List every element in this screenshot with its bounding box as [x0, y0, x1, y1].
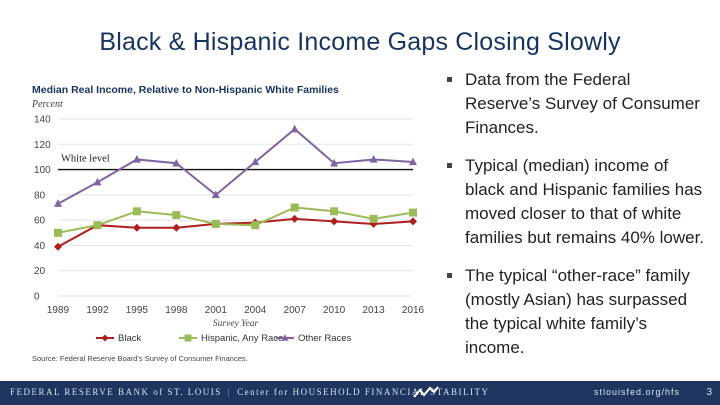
- series-point: [172, 223, 181, 232]
- x-tick-label: 2004: [244, 305, 267, 316]
- x-tick-label: 1989: [47, 305, 70, 316]
- series-point: [330, 217, 339, 226]
- chart-title: Median Real Income, Relative to Non-Hisp…: [32, 84, 339, 96]
- series-point: [409, 208, 417, 217]
- legend-label: Black: [118, 333, 141, 344]
- series-point: [290, 203, 299, 212]
- series-point: [132, 223, 141, 232]
- square-bullet-icon: [447, 77, 452, 82]
- series-point: [172, 211, 181, 220]
- x-tick-label: 1992: [86, 305, 109, 316]
- series-point: [54, 199, 62, 207]
- y-tick-label: 60: [34, 216, 46, 227]
- series-line: [57, 127, 414, 205]
- white-level-label: White level: [61, 154, 110, 165]
- series-point: [330, 158, 339, 167]
- footer-url[interactable]: stlouisfed.org/hfs: [593, 387, 680, 397]
- series-point: [369, 214, 378, 223]
- series-point: [211, 190, 220, 199]
- bullet-item: Data from the Federal Reserve’s Survey o…: [445, 68, 705, 140]
- series-point: [172, 158, 181, 167]
- series-point: [369, 155, 378, 163]
- legend-label: Other Races: [298, 333, 352, 344]
- bullet-text: The typical “other-race” family (mostly …: [465, 266, 690, 357]
- series-point: [132, 207, 141, 216]
- x-tick-label: 2013: [362, 305, 385, 316]
- x-tick-label: 2001: [205, 305, 228, 316]
- y-tick-label: 40: [34, 241, 46, 252]
- y-tick-label: 80: [34, 190, 46, 201]
- y-tick-label: 100: [34, 165, 51, 176]
- series-point: [409, 217, 417, 226]
- chart-source-note: Source: Federal Reserve Board's Survey o…: [32, 354, 248, 363]
- series-point: [132, 155, 141, 163]
- bullet-text: Data from the Federal Reserve’s Survey o…: [465, 70, 700, 137]
- y-tick-label: 0: [34, 292, 40, 303]
- y-tick-label: 20: [34, 266, 46, 277]
- series-point: [184, 334, 192, 342]
- bullet-item: The typical “other-race” family (mostly …: [445, 264, 705, 360]
- chart-plot: 0 20 40 60 80 100 120 140 1989 1992 1995 1998 2001 20…: [34, 115, 425, 345]
- footer-bar: FEDERAL RESERVE BANK of ST. LOUIS | Center…: [0, 381, 720, 405]
- bullet-item: Typical (median) income of black and His…: [445, 154, 705, 250]
- square-bullet-icon: [447, 163, 452, 168]
- x-tick-label: 2010: [323, 305, 346, 316]
- footer-bank-name: FEDERAL RESERVE BANK of ST. LOUIS: [10, 387, 222, 397]
- chart-y-axis-label: Percent: [32, 99, 63, 110]
- square-bullet-icon: [447, 273, 452, 278]
- series-point: [409, 157, 417, 166]
- x-tick-label: 2016: [402, 305, 425, 316]
- series-point: [93, 221, 102, 230]
- series-point: [54, 228, 62, 237]
- slide-title: Black & Hispanic Income Gaps Closing Slo…: [99, 28, 621, 56]
- arrow-logo-icon: [413, 386, 439, 398]
- footer-center-name: Center for HOUSEHOLD FINANCIAL STABILITY: [237, 387, 490, 397]
- series-point: [251, 157, 260, 166]
- series-point: [281, 334, 289, 341]
- footer-separator: |: [227, 387, 232, 397]
- series-point: [251, 221, 260, 230]
- series-point: [101, 334, 109, 342]
- series-point: [54, 242, 62, 251]
- x-axis-label: Survey Year: [213, 319, 259, 329]
- income-chart: Median Real Income, Relative to Non-Hisp…: [28, 84, 438, 374]
- y-tick-label: 120: [34, 140, 51, 151]
- x-tick-label: 2007: [284, 305, 307, 316]
- footer-branding: FEDERAL RESERVE BANK of ST. LOUIS | Center…: [10, 387, 490, 397]
- x-tick-label: 1995: [126, 305, 149, 316]
- bullet-list: Data from the Federal Reserve’s Survey o…: [445, 68, 705, 374]
- page-number: 3: [706, 387, 712, 398]
- legend-label: Hispanic, Any Race: [201, 333, 283, 344]
- series-point: [330, 207, 339, 216]
- x-tick-label: 1998: [165, 305, 188, 316]
- series-point: [290, 124, 299, 133]
- series-line: [57, 206, 414, 234]
- series-point: [93, 177, 102, 186]
- bullet-text: Typical (median) income of black and His…: [465, 156, 705, 247]
- series-point: [290, 214, 299, 223]
- y-tick-label: 140: [34, 115, 51, 126]
- series-point: [211, 219, 220, 228]
- series-line: [57, 217, 414, 248]
